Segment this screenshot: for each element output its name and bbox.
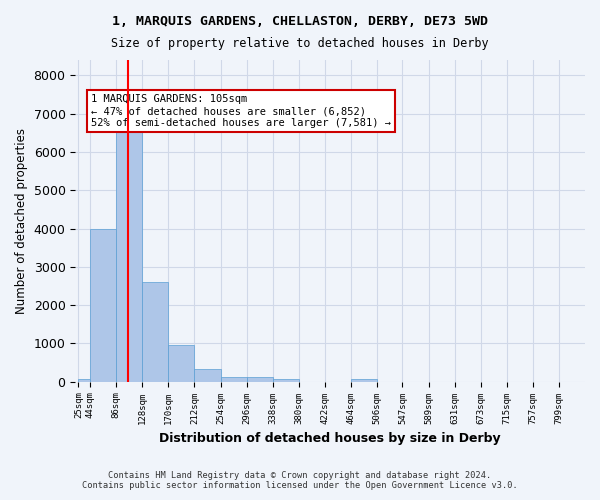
Text: 1 MARQUIS GARDENS: 105sqm
← 47% of detached houses are smaller (6,852)
52% of se: 1 MARQUIS GARDENS: 105sqm ← 47% of detac…	[91, 94, 391, 128]
Text: 1, MARQUIS GARDENS, CHELLASTON, DERBY, DE73 5WD: 1, MARQUIS GARDENS, CHELLASTON, DERBY, D…	[112, 15, 488, 28]
Y-axis label: Number of detached properties: Number of detached properties	[15, 128, 28, 314]
Bar	[142, 282, 169, 382]
X-axis label: Distribution of detached houses by size in Derby: Distribution of detached houses by size …	[160, 432, 501, 445]
Bar	[169, 346, 194, 382]
Bar	[79, 379, 90, 382]
Text: Size of property relative to detached houses in Derby: Size of property relative to detached ho…	[111, 38, 489, 51]
Bar	[221, 377, 247, 382]
Bar	[273, 379, 299, 382]
Bar	[90, 228, 116, 382]
Text: Contains HM Land Registry data © Crown copyright and database right 2024.
Contai: Contains HM Land Registry data © Crown c…	[82, 470, 518, 490]
Bar	[351, 379, 377, 382]
Bar	[247, 378, 273, 382]
Bar	[194, 370, 221, 382]
Bar	[116, 129, 142, 382]
